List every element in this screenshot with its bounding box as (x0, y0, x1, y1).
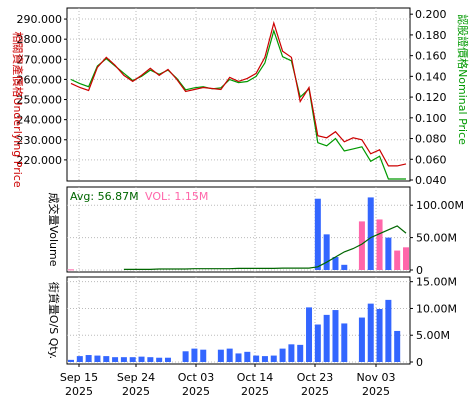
os-qty-bar (235, 353, 242, 362)
right-tick-label: 0.180 (415, 29, 447, 42)
volume-bar (394, 250, 401, 270)
right-tick-label: 0.160 (415, 50, 447, 63)
os-qty-bar (68, 359, 74, 362)
right-tick-label: 0.120 (415, 91, 447, 104)
os-qty-bar (164, 357, 171, 362)
right-tick-label: 0.060 (415, 153, 447, 166)
os-tick-label: 0 (416, 356, 423, 369)
right-tick-label: 0.040 (415, 174, 447, 187)
os-qty-bar (261, 356, 268, 362)
volume-bar (332, 257, 339, 270)
left-tick-label: 240.000 (17, 114, 63, 127)
volume-bar (68, 269, 74, 271)
os-qty-bar (120, 357, 127, 362)
volume-bar (367, 197, 374, 270)
os-qty-bar (138, 356, 145, 362)
x-tick-year: 2025 (182, 385, 210, 398)
left-tick-label: 260.000 (17, 73, 63, 86)
left-tick-label: 290.000 (17, 13, 63, 26)
os-qty-bar (85, 355, 92, 362)
volume-tick-label: 0 (416, 264, 423, 277)
os-axis-title: 街貨量O/S Qty. (47, 282, 61, 359)
os-qty-bar (341, 323, 348, 362)
volume-tick-label: 50.00M (416, 232, 457, 245)
x-tick-day: Nov 03 (357, 371, 396, 384)
volume-bar (385, 237, 392, 270)
right-tick-label: 0.080 (415, 133, 447, 146)
os-qty-bar (306, 307, 313, 362)
os-qty-bar (182, 351, 189, 362)
volume-tick-label: 100.00M (416, 199, 464, 212)
os-qty-bar (191, 348, 198, 362)
underlying-axis-title: 相關資產價格Underlying Price (11, 31, 25, 187)
os-qty-bar (323, 314, 330, 362)
os-qty-bar (94, 355, 101, 362)
volume-bar (323, 234, 330, 270)
volume-bar (341, 264, 348, 270)
left-tick-label: 270.000 (17, 53, 63, 66)
left-tick-label: 250.000 (17, 94, 63, 107)
volume-bar (314, 198, 321, 270)
os-qty-bar (76, 356, 83, 362)
underlying-price-line (70, 20, 407, 167)
os-qty-bar (314, 324, 321, 362)
os-qty-bar (297, 344, 304, 362)
os-qty-bar (358, 317, 365, 362)
nominal-price-line (70, 28, 406, 180)
os-panel-frame (66, 276, 411, 365)
os-qty-bar (156, 357, 163, 362)
right-tick-label: 0.100 (415, 112, 447, 125)
x-tick-day: Sep 15 (60, 371, 98, 384)
os-qty-bar (103, 356, 110, 362)
os-qty-bar (367, 303, 374, 362)
volume-bar (403, 247, 409, 270)
x-tick-year: 2025 (301, 385, 329, 398)
vol-label: VOL: 1.15M (145, 190, 208, 203)
volume-bar (376, 219, 383, 270)
right-tick-label: 0.200 (415, 8, 447, 21)
left-tick-label: 220.000 (17, 154, 63, 167)
os-qty-bar (129, 357, 136, 362)
os-qty-bar (200, 349, 207, 362)
os-qty-bar (288, 344, 295, 362)
volume-axis-title: 成交量Volume (47, 193, 61, 267)
os-qty-bar (217, 349, 224, 362)
x-tick-day: Oct 14 (237, 371, 274, 384)
x-tick-day: Oct 23 (297, 371, 334, 384)
price-panel-frame (66, 7, 411, 182)
x-tick-day: Oct 03 (178, 371, 215, 384)
left-tick-label: 230.000 (17, 134, 63, 147)
os-qty-bar (147, 357, 154, 362)
volume-average-line (123, 225, 407, 270)
os-qty-bar (332, 310, 339, 362)
os-qty-bar (385, 299, 392, 362)
os-tick-label: 15.00M (416, 276, 457, 289)
os-qty-bar (394, 330, 401, 362)
x-tick-year: 2025 (65, 385, 93, 398)
os-qty-bar (226, 348, 233, 362)
avg-volume-label: Avg: 56.87M (70, 190, 139, 203)
volume-panel-frame (66, 186, 411, 273)
right-tick-label: 0.140 (415, 70, 447, 83)
x-tick-year: 2025 (362, 385, 390, 398)
x-tick-year: 2025 (122, 385, 150, 398)
x-tick-day: Sep 24 (117, 371, 155, 384)
os-qty-bar (376, 308, 383, 362)
left-tick-label: 280.000 (17, 33, 63, 46)
os-qty-bar (270, 355, 277, 362)
os-qty-bar (279, 348, 286, 362)
os-qty-bar (244, 351, 251, 362)
os-tick-label: 5.00M (416, 329, 450, 342)
volume-bar (358, 221, 365, 270)
os-qty-bar (253, 355, 260, 362)
os-qty-bar (112, 357, 119, 362)
nominal-axis-title: 認股證價格Nominal Price (456, 14, 470, 145)
os-tick-label: 10.00M (416, 302, 457, 315)
x-tick-year: 2025 (241, 385, 269, 398)
